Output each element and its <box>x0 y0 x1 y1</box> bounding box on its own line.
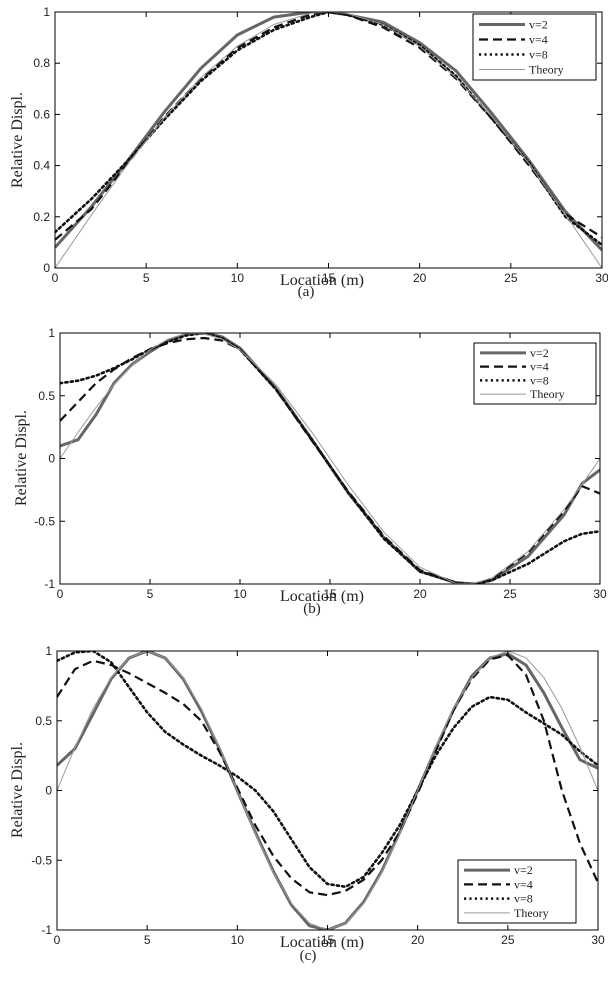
x-tick-label: 25 <box>503 587 517 601</box>
series-line-theory <box>55 12 602 268</box>
x-tick-label: 20 <box>413 587 427 601</box>
x-tick-label: 0 <box>52 271 59 285</box>
y-tick-label: -1 <box>41 923 52 937</box>
x-tick-label: 20 <box>413 271 427 285</box>
y-tick-label: 0.6 <box>33 107 50 121</box>
legend-label: v=4 <box>529 33 548 47</box>
y-tick-label: 1 <box>43 5 50 19</box>
legend-label: v=4 <box>514 877 533 891</box>
x-tick-label: 5 <box>147 587 154 601</box>
x-tick-label: 15 <box>321 933 335 947</box>
series-line-v-8 <box>60 333 600 584</box>
legend-label: v=8 <box>514 892 533 906</box>
legend-label: Theory <box>529 63 564 77</box>
y-tick-label: 0 <box>45 784 52 798</box>
legend-label: v=4 <box>530 360 549 374</box>
x-tick-label: 25 <box>501 933 515 947</box>
x-tick-label: 0 <box>54 933 61 947</box>
x-tick-label: 15 <box>322 271 336 285</box>
y-tick-label: 0.5 <box>35 714 52 728</box>
y-tick-label: 0.5 <box>38 389 55 403</box>
x-axis-label: Location (m) <box>280 934 364 951</box>
y-tick-label: 0.2 <box>33 210 50 224</box>
legend-label: v=2 <box>514 863 533 877</box>
chart-panel-b: 0 5 10 15 20 25 30 -1 -0.5 0 0.5 1 Location (m) Relat… <box>13 326 607 617</box>
y-axis-label: Relative Displ. <box>9 742 26 838</box>
x-axis-label: Location (m) <box>280 588 364 605</box>
legend-label: v=2 <box>529 18 548 32</box>
x-tick-label: 20 <box>411 933 425 947</box>
series-line-theory <box>60 333 600 584</box>
y-tick-label: 0.4 <box>33 159 50 173</box>
legend-label: Theory <box>530 387 565 401</box>
legend-label: v=8 <box>529 48 548 62</box>
x-tick-label: 5 <box>144 933 151 947</box>
x-tick-label: 25 <box>504 271 518 285</box>
x-tick-label: 10 <box>231 933 245 947</box>
x-tick-label: 30 <box>593 587 607 601</box>
legend-label: v=2 <box>530 346 549 360</box>
y-axis-label: Relative Displ. <box>13 410 30 506</box>
series-line-v-8 <box>55 12 602 247</box>
y-tick-label: 0.8 <box>33 56 50 70</box>
y-tick-label: -1 <box>44 577 55 591</box>
x-axis-label: Location (m) <box>280 272 364 289</box>
series-line-v-4 <box>57 654 598 897</box>
x-tick-label: 5 <box>143 271 150 285</box>
x-tick-label: 15 <box>323 587 337 601</box>
x-tick-label: 30 <box>591 933 605 947</box>
panel-caption: (a) <box>298 284 315 300</box>
y-tick-label: -0.5 <box>31 853 52 867</box>
panel-caption: (c) <box>300 948 317 964</box>
series-group <box>55 12 602 268</box>
legend-label: v=8 <box>530 373 549 387</box>
y-tick-label: 0 <box>43 261 50 275</box>
panel-caption: (b) <box>303 601 321 617</box>
y-tick-label: 1 <box>48 326 55 340</box>
series-line-v-2 <box>60 333 600 584</box>
x-tick-label: 0 <box>57 587 64 601</box>
y-tick-label: 0 <box>48 452 55 466</box>
x-tick-label: 10 <box>231 271 245 285</box>
series-group <box>60 333 600 584</box>
y-axis-label: Relative Displ. <box>9 92 26 188</box>
y-tick-label: -0.5 <box>34 514 55 528</box>
x-tick-label: 10 <box>233 587 247 601</box>
legend-label: Theory <box>514 906 549 920</box>
x-tick-label: 30 <box>595 271 608 285</box>
series-line-v-8 <box>57 651 598 889</box>
y-tick-label: 1 <box>45 644 52 658</box>
series-line-v-2 <box>55 12 602 252</box>
chart-panel-a: 0 5 10 15 20 25 30 0 0.2 0.4 0.6 0.8 1 Location (m) Re… <box>9 5 608 300</box>
chart-panel-c: 0 5 10 15 20 25 30 -1 -0.5 0 0.5 1 Location (m) Relat… <box>9 644 605 964</box>
